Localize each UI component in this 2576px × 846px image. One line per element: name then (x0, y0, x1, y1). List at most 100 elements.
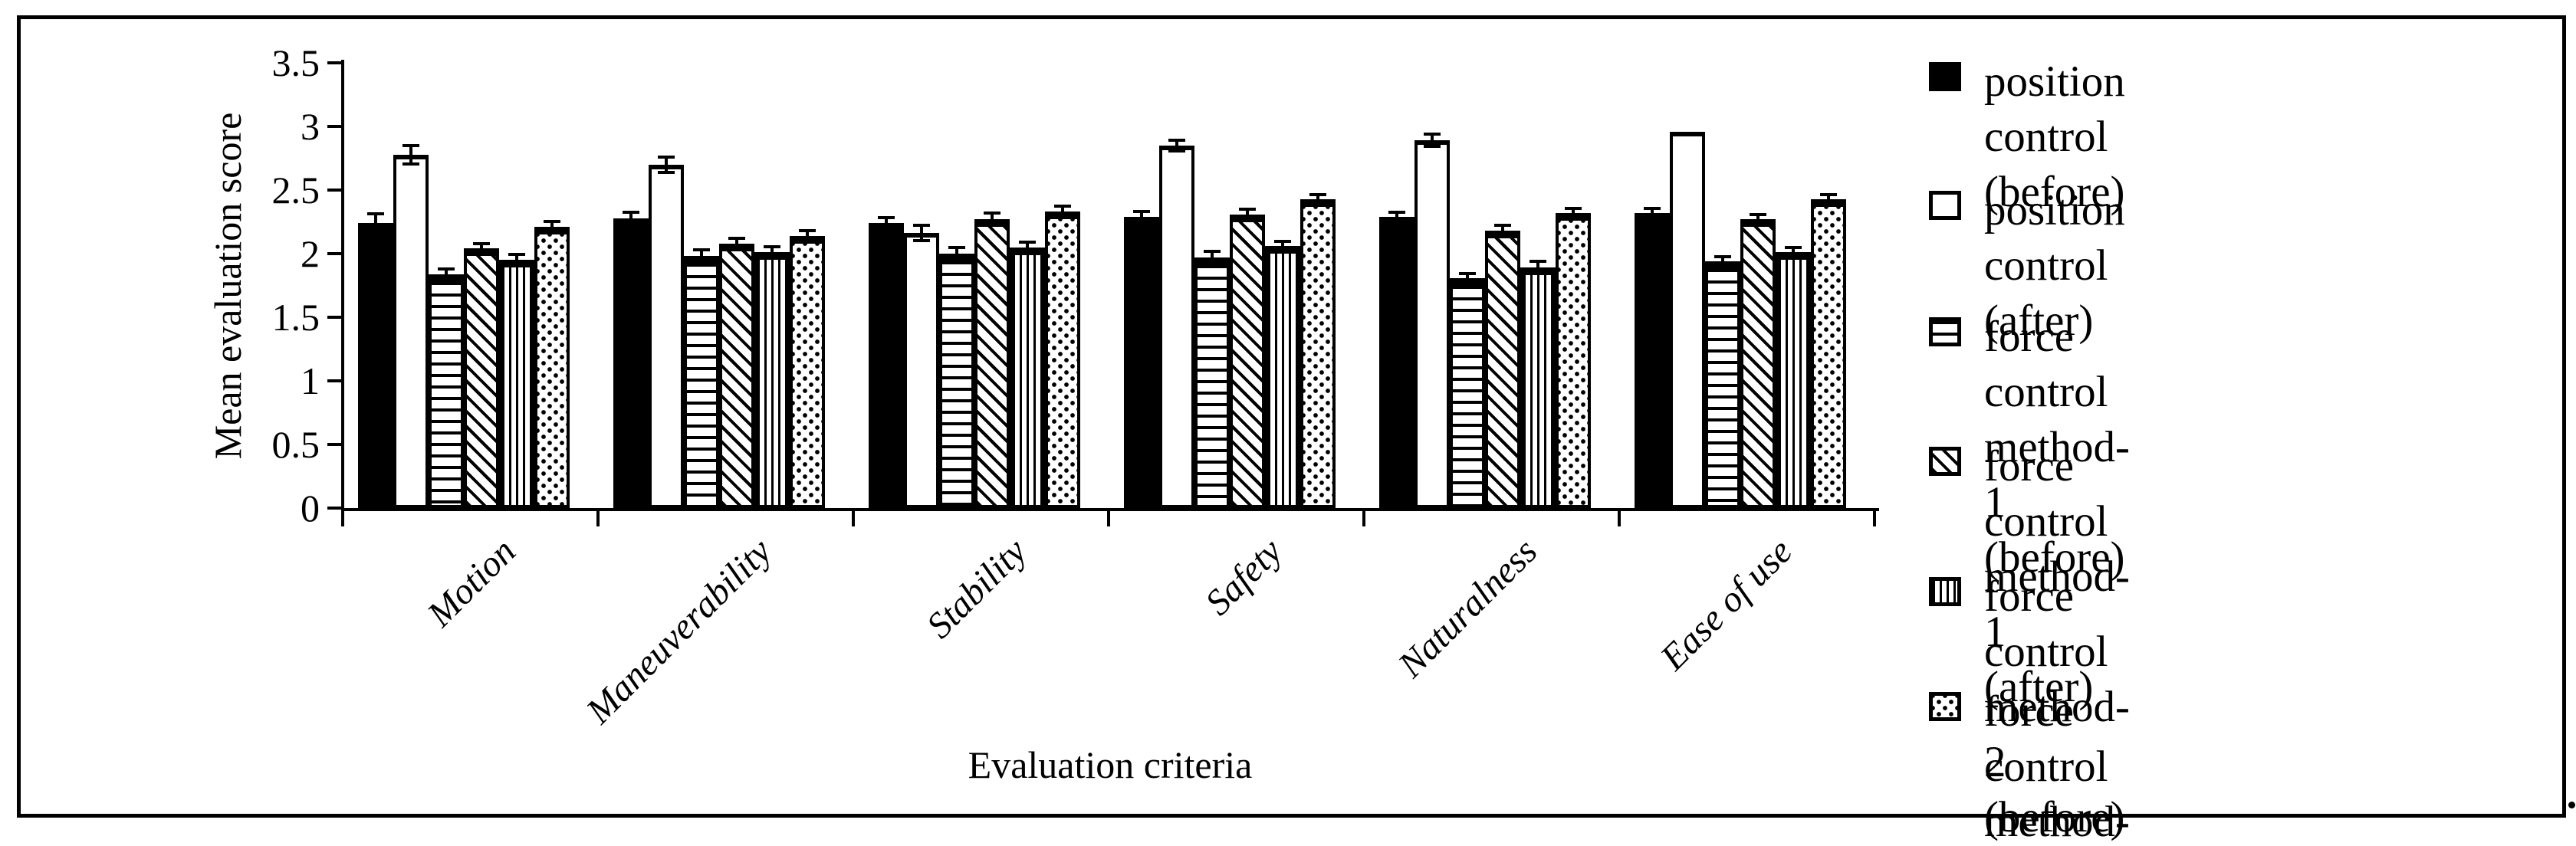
error-bar-cap-bottom (878, 227, 895, 230)
x-tick (852, 511, 855, 526)
error-bar-line (1431, 134, 1434, 146)
error-bar-cap-bottom (1054, 215, 1071, 218)
bar (1705, 261, 1740, 508)
error-bar-cap-top (1424, 133, 1441, 136)
error-bar-line (735, 238, 738, 249)
legend-label: force control method-1 (after) (1984, 442, 2130, 711)
error-bar-cap-top (658, 156, 675, 159)
bar (1379, 217, 1414, 508)
error-bar-cap-top (473, 242, 490, 245)
error-bar-cap-top (1019, 241, 1036, 244)
error-bar-line (1536, 261, 1539, 274)
error-bar-line (445, 269, 448, 280)
bar (869, 223, 904, 508)
legend-marker-white-outline (1929, 191, 1961, 220)
error-bar-cap-top (1785, 246, 1802, 249)
error-bar-cap-bottom (544, 231, 560, 234)
y-tick-label: 2.5 (271, 169, 320, 212)
error-bar-line (955, 248, 958, 260)
bar (1450, 278, 1485, 508)
error-bar-cap-bottom (658, 171, 675, 174)
error-bar-cap-top (1459, 272, 1476, 275)
error-bar-cap-bottom (1133, 221, 1150, 224)
error-bar-cap-top (402, 144, 419, 147)
bar (790, 236, 825, 508)
bar (1124, 217, 1159, 508)
y-tick (327, 252, 341, 255)
error-bar-cap-top (764, 245, 780, 248)
y-tick-label: 0.5 (271, 423, 320, 466)
bar (534, 227, 570, 508)
bar (499, 260, 534, 508)
error-bar-cap-top (623, 211, 639, 214)
legend-label: position control (after) (1984, 186, 2125, 345)
error-bar-cap-bottom (1714, 264, 1731, 267)
error-bar-cap-bottom (1274, 249, 1291, 252)
error-bar-cap-top (1274, 240, 1291, 243)
error-bar-cap-top (1168, 139, 1185, 142)
error-bar-cap-top (693, 248, 710, 251)
bar (754, 252, 790, 508)
legend-marker-vertical-lines (1929, 577, 1961, 606)
error-bar-cap-top (1054, 205, 1071, 208)
bar (719, 244, 754, 508)
legend-label: force control method-2 (after) (1984, 687, 2130, 846)
y-tick (327, 316, 341, 319)
error-bar-line (515, 254, 518, 265)
error-bar-cap-bottom (473, 251, 490, 254)
error-bar-cap-bottom (1019, 251, 1036, 254)
error-bar-cap-bottom (764, 256, 780, 259)
error-bar-line (806, 231, 809, 241)
error-bar-line (1316, 195, 1319, 204)
error-bar-cap-bottom (1459, 281, 1476, 284)
y-tick (327, 379, 341, 382)
error-bar-line (770, 247, 774, 257)
bar (939, 254, 974, 508)
legend-label: position control (before) (1984, 57, 2125, 216)
error-bar-cap-top (913, 224, 930, 227)
figure-border (17, 15, 2566, 818)
error-bar-cap-top (948, 246, 965, 249)
error-bar-line (1246, 209, 1249, 220)
bar (1414, 140, 1450, 508)
error-bar-cap-top (508, 253, 525, 256)
bar (1230, 215, 1265, 508)
error-bar-cap-bottom (367, 231, 384, 234)
y-tick-label: 2 (301, 232, 320, 275)
error-bar-line (550, 221, 554, 232)
error-bar-line (1281, 241, 1284, 251)
y-tick-label: 1 (301, 359, 320, 402)
error-bar-cap-bottom (1309, 202, 1326, 205)
legend-label: force control method-2 (before) (1984, 572, 2130, 841)
x-axis-line (341, 508, 1879, 511)
error-bar-cap-bottom (948, 258, 965, 261)
stray-mark (2568, 802, 2575, 808)
y-tick (327, 61, 341, 64)
y-axis-line (341, 60, 344, 511)
bar (464, 248, 499, 508)
error-bar-line (665, 157, 668, 172)
error-bar-cap-bottom (438, 278, 455, 281)
error-bar-line (1466, 274, 1469, 283)
legend-marker-dots (1929, 692, 1961, 721)
bar (1485, 231, 1520, 508)
error-bar-line (1651, 208, 1654, 218)
bar (613, 218, 649, 508)
error-bar-cap-top (1565, 207, 1582, 210)
error-bar-cap-bottom (1785, 255, 1802, 258)
bar (1556, 213, 1591, 508)
error-bar-line (700, 250, 703, 262)
bar (1776, 252, 1811, 508)
y-tick (327, 507, 341, 510)
error-bar-cap-top (1750, 213, 1766, 216)
error-bar-cap-top (1388, 211, 1405, 214)
error-bar-cap-top (1714, 255, 1731, 258)
error-bar-cap-bottom (1204, 262, 1221, 265)
error-bar-line (374, 214, 377, 232)
error-bar-cap-bottom (1750, 222, 1766, 225)
error-bar-cap-top (799, 229, 816, 232)
error-bar-line (1026, 242, 1029, 253)
bar (429, 274, 464, 508)
error-bar-line (409, 146, 412, 164)
